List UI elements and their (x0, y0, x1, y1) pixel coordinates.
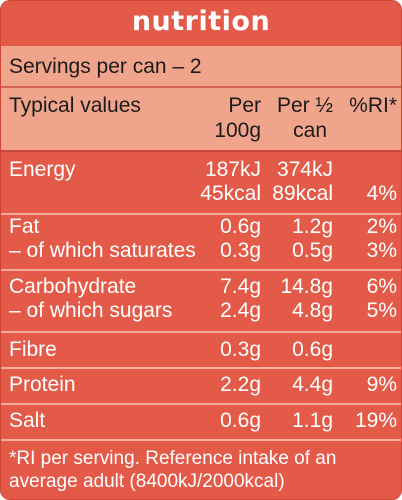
saturates-perhalf: 0.5g (292, 239, 333, 262)
column-header-per-100g-line2: 100g (214, 119, 261, 142)
column-header-ri: %RI* (349, 94, 397, 117)
energy-line-kj: Energy 187kJ 374kJ (1, 157, 401, 182)
energy-kcal-per100: 45kcal (200, 182, 261, 205)
fat-line: Fat 0.6g 1.2g 2% (1, 214, 401, 239)
energy-kcal-perhalf: 89kcal (272, 182, 333, 205)
label-title: nutrition (131, 6, 271, 37)
sugars-ri: 5% (366, 299, 397, 322)
column-header-per-half-can: Per ½ can (265, 93, 333, 143)
protein-perhalf: 4.4g (292, 373, 333, 396)
energy-ri: 4% (366, 182, 397, 205)
fat-per100: 0.6g (220, 215, 261, 238)
fat-label: Fat (9, 215, 40, 238)
saturates-ri: 3% (366, 239, 397, 262)
column-header-per-half-line2: can (293, 119, 327, 142)
protein-per100: 2.2g (220, 373, 261, 396)
sugars-perhalf: 4.8g (292, 299, 333, 322)
row-energy: Energy 187kJ 374kJ 45kcal 89kcal 4% (1, 152, 401, 215)
column-header-per-half-line1: Per ½ (276, 94, 333, 117)
fat-ri: 2% (366, 215, 397, 238)
sugars-line: – of which sugars 2.4g 4.8g 5% (1, 298, 401, 323)
fibre-line: Fibre 0.3g 0.6g (1, 337, 401, 362)
servings-per-can: Servings per can – 2 (9, 55, 202, 78)
saturates-label: – of which saturates (9, 239, 196, 262)
sugars-per100: 2.4g (220, 299, 261, 322)
salt-per100: 0.6g (220, 409, 261, 432)
column-header-per-100g-line1: Per (228, 94, 261, 117)
row-carbohydrate: Carbohydrate 7.4g 14.8g 6% – of which su… (1, 269, 401, 333)
carbohydrate-label: Carbohydrate (9, 275, 137, 298)
protein-line: Protein 2.2g 4.4g 9% (1, 372, 401, 397)
column-header-per-100g: Per 100g (191, 93, 261, 143)
column-header-typical-values: Typical values (9, 94, 141, 117)
header-band: Servings per can – 2 Typical values Per … (1, 46, 401, 152)
carbohydrate-per100: 7.4g (220, 275, 261, 298)
fibre-per100: 0.3g (220, 338, 261, 361)
salt-perhalf: 1.1g (292, 409, 333, 432)
row-fibre: Fibre 0.3g 0.6g (1, 331, 401, 369)
carbohydrate-line: Carbohydrate 7.4g 14.8g 6% (1, 274, 401, 299)
protein-ri: 9% (366, 373, 397, 396)
row-salt: Salt 0.6g 1.1g 19% (1, 403, 401, 441)
row-protein: Protein 2.2g 4.4g 9% (1, 367, 401, 405)
protein-label: Protein (9, 373, 76, 396)
header-divider (1, 86, 401, 88)
fat-perhalf: 1.2g (292, 215, 333, 238)
salt-line: Salt 0.6g 1.1g 19% (1, 408, 401, 433)
energy-kj-per100: 187kJ (204, 158, 261, 181)
energy-kj-perhalf: 374kJ (276, 158, 333, 181)
salt-label: Salt (9, 409, 46, 432)
saturates-line: – of which saturates 0.3g 0.5g 3% (1, 238, 401, 263)
row-fat: Fat 0.6g 1.2g 2% – of which saturates 0.… (1, 213, 401, 271)
energy-label: Energy (9, 158, 76, 181)
sugars-label: – of which sugars (9, 299, 173, 322)
salt-ri: 19% (354, 409, 397, 432)
energy-line-kcal: 45kcal 89kcal 4% (1, 181, 401, 206)
carbohydrate-perhalf: 14.8g (280, 275, 333, 298)
saturates-per100: 0.3g (220, 239, 261, 262)
carbohydrate-ri: 6% (366, 275, 397, 298)
ri-footnote: *RI per serving. Reference intake of an … (9, 448, 337, 492)
fibre-label: Fibre (9, 338, 57, 361)
fibre-perhalf: 0.6g (292, 338, 333, 361)
